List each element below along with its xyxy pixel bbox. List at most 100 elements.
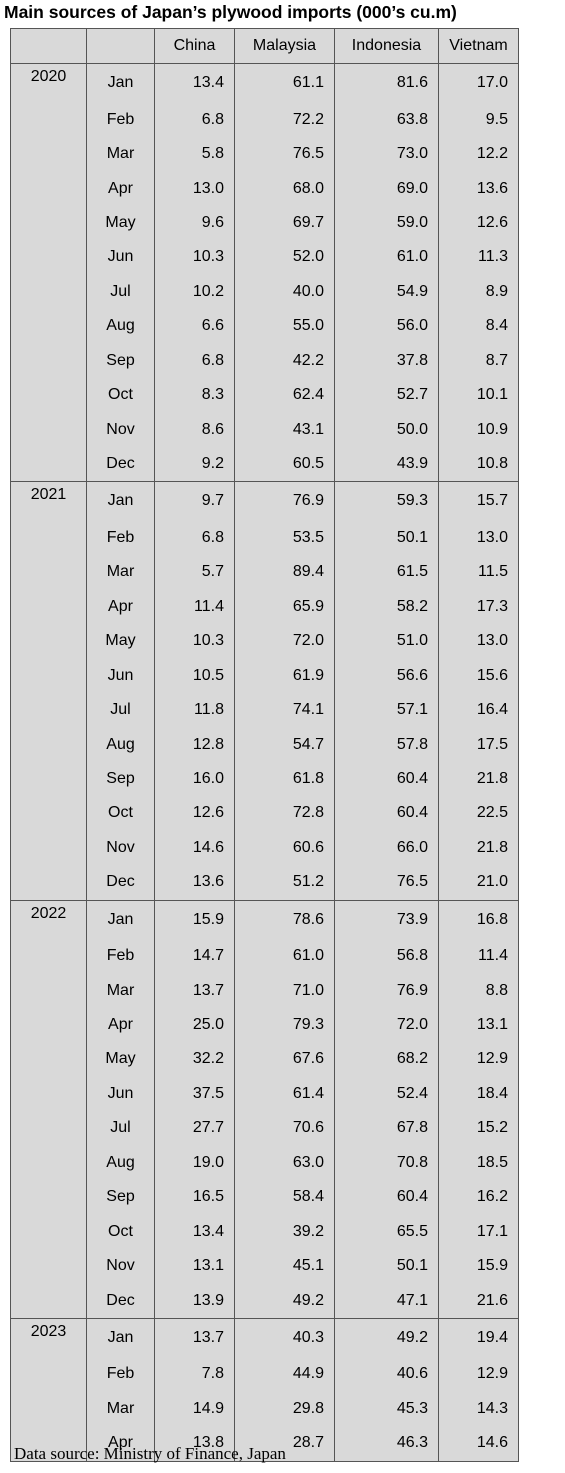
year-cell: [10, 240, 87, 275]
table-row: Sep 6.8 42.2 37.8 8.7: [10, 343, 519, 378]
indonesia-value: 56.6: [334, 658, 439, 693]
malaysia-value: 61.0: [234, 938, 335, 974]
malaysia-value: 68.0: [234, 171, 335, 206]
china-value: 13.4: [154, 63, 235, 103]
malaysia-value: 72.8: [234, 796, 335, 831]
month: Dec: [86, 446, 155, 483]
month: Jul: [86, 692, 155, 728]
year-cell: [10, 1426, 87, 1462]
indonesia-value: 81.6: [334, 63, 439, 103]
table-row: Aug 6.6 55.0 56.0 8.4: [10, 309, 519, 344]
china-value: 32.2: [154, 1042, 235, 1077]
malaysia-value: 65.9: [234, 589, 335, 624]
year-cell: [10, 274, 87, 310]
month: Nov: [86, 830, 155, 866]
table-row: Dec 13.9 49.2 47.1 21.6: [10, 1283, 519, 1319]
month: Jan: [86, 63, 155, 103]
malaysia-value: 74.1: [234, 692, 335, 728]
indonesia-value: 49.2: [334, 1317, 439, 1358]
china-value: 12.8: [154, 727, 235, 762]
china-value: 19.0: [154, 1145, 235, 1180]
year-cell: [10, 171, 87, 206]
year-cell: [10, 1283, 87, 1319]
data-source-note: Data source: Ministry of Finance, Japan: [14, 1444, 286, 1463]
malaysia-value: 61.8: [234, 761, 335, 797]
china-value: 10.3: [154, 240, 235, 275]
table-row: Jul 10.2 40.0 54.9 8.9: [10, 274, 519, 310]
indonesia-value: 37.8: [334, 343, 439, 378]
indonesia-value: 63.8: [334, 102, 439, 137]
indonesia-value: 61.0: [334, 240, 439, 275]
indonesia-value: 45.3: [334, 1391, 439, 1427]
vietnam-value: 21.8: [438, 761, 519, 797]
year-cell: [10, 1248, 87, 1284]
china-value: 13.7: [154, 1317, 235, 1358]
year-cell: [10, 136, 87, 172]
month: Apr: [86, 1426, 155, 1462]
china-value: 6.8: [154, 520, 235, 556]
year-cell: [10, 692, 87, 728]
year-cell: [10, 624, 87, 659]
header-month: [86, 28, 155, 64]
header-indonesia: Indonesia: [334, 28, 439, 64]
table-row: Mar 13.7 71.0 76.9 8.8: [10, 973, 519, 1008]
china-value: 7.8: [154, 1357, 235, 1392]
malaysia-value: 60.6: [234, 830, 335, 866]
table-row: May 32.2 67.6 68.2 12.9: [10, 1042, 519, 1077]
indonesia-value: 70.8: [334, 1145, 439, 1180]
indonesia-value: 69.0: [334, 171, 439, 206]
vietnam-value: 12.2: [438, 136, 519, 172]
indonesia-value: 60.4: [334, 1180, 439, 1215]
table-row: Feb 7.8 44.9 40.6 12.9: [10, 1357, 519, 1392]
indonesia-value: 61.5: [334, 555, 439, 590]
month: Apr: [86, 589, 155, 624]
year-cell: [10, 555, 87, 590]
indonesia-value: 76.9: [334, 973, 439, 1008]
china-value: 14.9: [154, 1391, 235, 1427]
vietnam-value: 11.3: [438, 240, 519, 275]
year-cell: [10, 658, 87, 693]
indonesia-value: 52.4: [334, 1076, 439, 1112]
malaysia-value: 79.3: [234, 1007, 335, 1043]
table-row: May 9.6 69.7 59.0 12.6: [10, 205, 519, 241]
china-value: 25.0: [154, 1007, 235, 1043]
vietnam-value: 17.5: [438, 727, 519, 762]
month: Oct: [86, 1214, 155, 1249]
vietnam-value: 21.6: [438, 1283, 519, 1319]
month: Nov: [86, 412, 155, 447]
china-value: 13.4: [154, 1214, 235, 1249]
table-row: Dec 9.2 60.5 43.9 10.8: [10, 446, 519, 483]
month: Oct: [86, 377, 155, 413]
china-value: 13.6: [154, 865, 235, 901]
vietnam-value: 18.5: [438, 1145, 519, 1180]
table-row: Mar 14.9 29.8 45.3 14.3: [10, 1391, 519, 1427]
vietnam-value: 10.9: [438, 412, 519, 447]
month: Feb: [86, 520, 155, 556]
month: Feb: [86, 1357, 155, 1392]
indonesia-value: 72.0: [334, 1007, 439, 1043]
year-cell: [10, 1007, 87, 1043]
indonesia-value: 57.8: [334, 727, 439, 762]
vietnam-value: 12.6: [438, 205, 519, 241]
china-value: 12.6: [154, 796, 235, 831]
indonesia-value: 54.9: [334, 274, 439, 310]
china-value: 9.2: [154, 446, 235, 483]
indonesia-value: 73.0: [334, 136, 439, 172]
indonesia-value: 73.9: [334, 899, 439, 939]
year-cell: [10, 1357, 87, 1392]
table-row: Mar 5.8 76.5 73.0 12.2: [10, 136, 519, 172]
indonesia-value: 50.1: [334, 1248, 439, 1284]
vietnam-value: 8.7: [438, 343, 519, 378]
china-value: 14.7: [154, 938, 235, 974]
indonesia-value: 43.9: [334, 446, 439, 483]
table-row: Dec 13.6 51.2 76.5 21.0: [10, 865, 519, 901]
year-label: 2020: [10, 63, 87, 103]
vietnam-value: 15.6: [438, 658, 519, 693]
indonesia-value: 67.8: [334, 1111, 439, 1146]
table-row: Feb 6.8 72.2 63.8 9.5: [10, 102, 519, 137]
vietnam-value: 11.5: [438, 555, 519, 590]
malaysia-value: 69.7: [234, 205, 335, 241]
indonesia-value: 65.5: [334, 1214, 439, 1249]
month: May: [86, 624, 155, 659]
indonesia-value: 58.2: [334, 589, 439, 624]
